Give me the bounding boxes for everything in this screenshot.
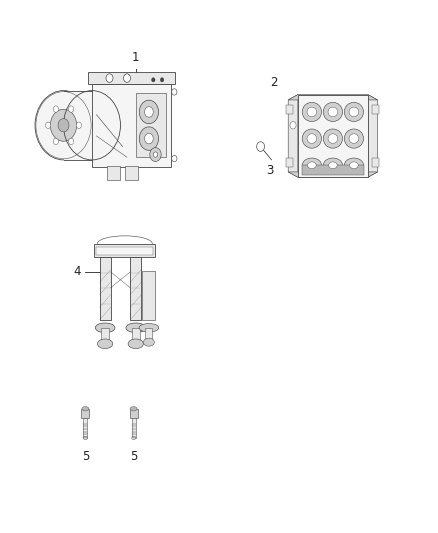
Circle shape: [53, 138, 58, 144]
Bar: [88, 72, 175, 84]
Ellipse shape: [143, 338, 154, 346]
Circle shape: [145, 133, 153, 144]
Circle shape: [68, 106, 74, 112]
Ellipse shape: [126, 323, 145, 333]
Ellipse shape: [139, 324, 159, 332]
Bar: [83, 418, 88, 438]
Bar: [298, 95, 368, 177]
Circle shape: [160, 78, 164, 82]
Bar: [131, 418, 136, 438]
Bar: [130, 409, 138, 418]
Ellipse shape: [350, 162, 358, 168]
Polygon shape: [288, 95, 378, 100]
Bar: [145, 328, 152, 341]
Bar: [101, 328, 109, 344]
Bar: [302, 165, 364, 175]
Ellipse shape: [323, 102, 343, 122]
Ellipse shape: [97, 339, 113, 349]
Bar: [107, 166, 120, 180]
Ellipse shape: [328, 134, 338, 143]
Ellipse shape: [83, 437, 87, 440]
Circle shape: [68, 138, 74, 144]
Ellipse shape: [344, 158, 364, 173]
Ellipse shape: [95, 323, 115, 333]
Ellipse shape: [349, 134, 359, 143]
Circle shape: [76, 122, 81, 128]
Circle shape: [124, 74, 131, 82]
Text: 1: 1: [132, 51, 140, 64]
Circle shape: [172, 88, 177, 95]
Circle shape: [46, 122, 51, 128]
Text: 5: 5: [82, 450, 89, 463]
Ellipse shape: [328, 107, 338, 117]
Circle shape: [152, 78, 155, 82]
Bar: [99, 257, 110, 320]
Bar: [92, 84, 171, 166]
Text: 3: 3: [267, 164, 274, 177]
Circle shape: [153, 152, 158, 157]
Ellipse shape: [307, 107, 317, 117]
Ellipse shape: [35, 91, 92, 160]
Text: 4: 4: [74, 265, 81, 278]
Ellipse shape: [323, 129, 343, 148]
Circle shape: [172, 156, 177, 162]
Ellipse shape: [130, 407, 137, 411]
Ellipse shape: [344, 102, 364, 122]
Circle shape: [106, 74, 113, 82]
Bar: [286, 105, 293, 114]
Circle shape: [150, 148, 161, 161]
Bar: [96, 246, 153, 254]
Ellipse shape: [302, 158, 321, 173]
Text: 2: 2: [270, 76, 278, 89]
Circle shape: [257, 142, 265, 151]
Ellipse shape: [82, 407, 89, 411]
Ellipse shape: [349, 107, 359, 117]
Bar: [286, 158, 293, 167]
Polygon shape: [288, 95, 298, 177]
Ellipse shape: [307, 134, 317, 143]
Bar: [94, 244, 155, 257]
Bar: [142, 271, 155, 320]
Polygon shape: [288, 172, 378, 177]
Bar: [132, 328, 140, 344]
Circle shape: [139, 127, 159, 150]
Bar: [125, 166, 138, 180]
Ellipse shape: [323, 158, 343, 173]
Ellipse shape: [302, 129, 321, 148]
Bar: [131, 257, 141, 320]
Circle shape: [53, 106, 58, 112]
Ellipse shape: [131, 437, 136, 440]
Ellipse shape: [302, 102, 321, 122]
Ellipse shape: [307, 162, 316, 168]
Bar: [81, 409, 89, 418]
Text: 5: 5: [130, 450, 137, 463]
Ellipse shape: [344, 129, 364, 148]
Bar: [372, 158, 379, 167]
Circle shape: [145, 107, 153, 117]
Ellipse shape: [128, 339, 143, 349]
Ellipse shape: [50, 109, 77, 141]
Bar: [136, 93, 166, 157]
Bar: [372, 105, 379, 114]
Ellipse shape: [328, 162, 337, 168]
Bar: [64, 91, 92, 160]
Polygon shape: [368, 95, 378, 177]
Ellipse shape: [58, 118, 69, 132]
Circle shape: [290, 122, 296, 129]
Circle shape: [139, 100, 159, 124]
